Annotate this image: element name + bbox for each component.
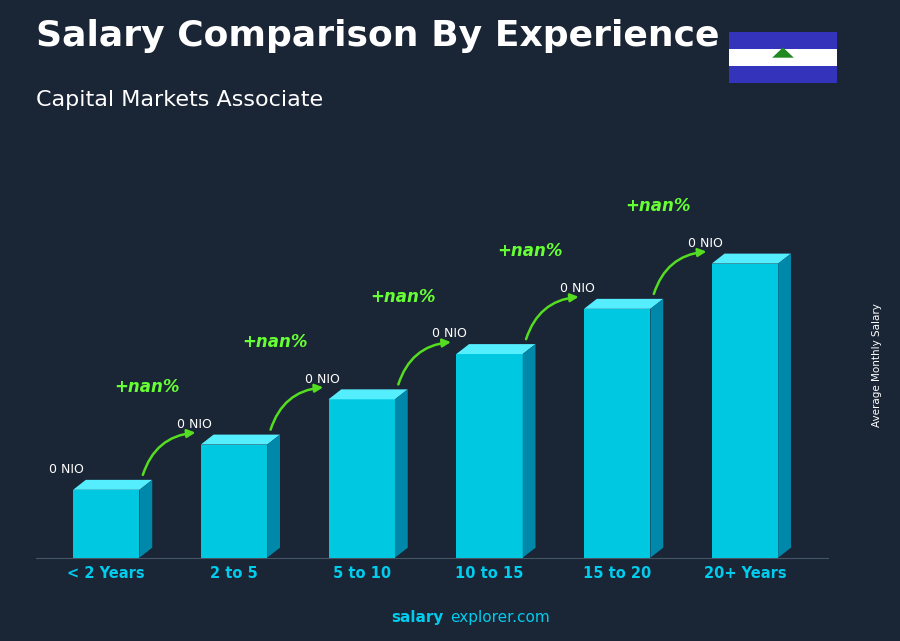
Text: +nan%: +nan% xyxy=(114,378,180,396)
Text: +nan%: +nan% xyxy=(370,288,436,306)
Polygon shape xyxy=(772,47,794,58)
Polygon shape xyxy=(73,480,152,490)
Text: +nan%: +nan% xyxy=(242,333,308,351)
Polygon shape xyxy=(651,299,663,558)
Bar xyxy=(328,399,395,558)
Bar xyxy=(729,66,837,83)
Polygon shape xyxy=(140,480,152,558)
Bar xyxy=(73,490,140,558)
Bar xyxy=(201,445,267,558)
Text: 0 NIO: 0 NIO xyxy=(177,418,212,431)
Polygon shape xyxy=(778,254,791,558)
Polygon shape xyxy=(584,299,663,309)
Polygon shape xyxy=(328,389,408,399)
Text: 0 NIO: 0 NIO xyxy=(50,463,84,476)
Bar xyxy=(456,354,523,558)
Text: Average Monthly Salary: Average Monthly Salary xyxy=(872,303,883,428)
Text: 0 NIO: 0 NIO xyxy=(432,328,467,340)
Polygon shape xyxy=(201,435,280,445)
Polygon shape xyxy=(456,344,536,354)
Polygon shape xyxy=(523,344,536,558)
Text: 0 NIO: 0 NIO xyxy=(688,237,723,250)
Bar xyxy=(584,309,651,558)
Polygon shape xyxy=(712,254,791,263)
Text: 0 NIO: 0 NIO xyxy=(305,372,339,386)
Polygon shape xyxy=(267,435,280,558)
Bar xyxy=(729,49,837,66)
Text: salary: salary xyxy=(392,610,444,625)
Text: +nan%: +nan% xyxy=(498,242,563,260)
Text: Salary Comparison By Experience: Salary Comparison By Experience xyxy=(36,19,719,53)
Bar xyxy=(729,32,837,49)
Text: +nan%: +nan% xyxy=(626,197,691,215)
Bar xyxy=(712,263,778,558)
Polygon shape xyxy=(395,389,408,558)
Text: 0 NIO: 0 NIO xyxy=(560,282,595,296)
Text: Capital Markets Associate: Capital Markets Associate xyxy=(36,90,323,110)
Text: explorer.com: explorer.com xyxy=(450,610,550,625)
